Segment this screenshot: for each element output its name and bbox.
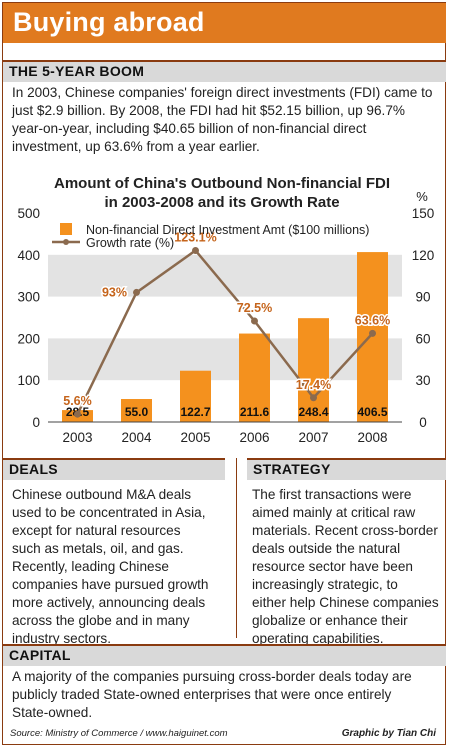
bar-value-label: 406.5 bbox=[357, 405, 387, 419]
legend-bar-swatch bbox=[60, 223, 72, 235]
strategy-heading-bar: STRATEGY bbox=[247, 458, 446, 480]
bar bbox=[357, 252, 388, 422]
bar bbox=[180, 370, 211, 422]
deals-heading-bar: DEALS bbox=[3, 458, 225, 480]
deals-line: across the globe and in many bbox=[12, 613, 190, 628]
column-divider bbox=[236, 458, 237, 638]
grid-band bbox=[48, 254, 402, 297]
right-tick-label: 120 bbox=[412, 248, 435, 263]
growth-point bbox=[251, 317, 258, 325]
right-tick-label: 150 bbox=[412, 206, 435, 221]
x-tick-label: 2008 bbox=[357, 430, 387, 445]
bar-value-label: 248.4 bbox=[298, 405, 328, 419]
right-tick-label: 0 bbox=[419, 415, 427, 430]
axes-group: 0 100 200 300 400 500 0 30 60 90 120 150 2003 2004 200… bbox=[17, 206, 434, 445]
legend-bar-label: Non-financial Direct Investment Amt ($10… bbox=[86, 223, 369, 237]
strategy-heading: STRATEGY bbox=[253, 461, 331, 477]
left-tick-label: 500 bbox=[17, 206, 40, 221]
capital-line: State-owned. bbox=[12, 705, 93, 720]
growth-line bbox=[76, 248, 374, 415]
deals-line: except for natural resources bbox=[12, 523, 181, 538]
left-tick-label: 300 bbox=[17, 290, 40, 305]
deals-line: such as metals, oil, and gas. bbox=[12, 541, 184, 556]
right-tick-label: 90 bbox=[415, 290, 430, 305]
growth-value-label: 17.4% bbox=[296, 378, 331, 392]
page-title: Buying abroad bbox=[13, 7, 205, 37]
deals-line: Chinese outbound M&A deals bbox=[12, 487, 192, 502]
growth-point bbox=[310, 394, 317, 402]
left-tick-label: 100 bbox=[17, 373, 40, 388]
bar-value-label: 211.6 bbox=[240, 405, 270, 419]
boom-text: In 2003, Chinese companies' foreign dire… bbox=[12, 84, 432, 156]
strategy-line: globalize or enhance their bbox=[252, 613, 408, 628]
capital-text: A majority of the companies pursuing cro… bbox=[12, 668, 412, 722]
infographic-frame bbox=[2, 2, 446, 745]
title-banner: Buying abroad bbox=[3, 3, 446, 43]
deals-line: Recently, leading Chinese bbox=[12, 559, 169, 574]
strategy-line: The first transactions were bbox=[252, 487, 412, 502]
boom-line: investment, up 63.6% from a year earlier… bbox=[12, 139, 260, 154]
chart-title-line-1: Amount of China's Outbound Non-financial… bbox=[54, 175, 390, 192]
right-tick-label: 30 bbox=[415, 373, 430, 388]
left-tick-label: 200 bbox=[17, 331, 40, 346]
strategy-text: The first transactions were aimed mainly… bbox=[252, 486, 439, 648]
bar-value-label: 122.7 bbox=[180, 405, 210, 419]
deals-line: industry sectors. bbox=[12, 631, 111, 646]
graphic-credit: Graphic by Tian Chi bbox=[341, 728, 436, 739]
deals-heading: DEALS bbox=[9, 461, 58, 477]
bar bbox=[239, 333, 270, 422]
chart-title-line-2: in 2003-2008 and its Growth Rate bbox=[104, 194, 339, 211]
bar-value-label: 55.0 bbox=[125, 405, 149, 419]
growth-point bbox=[133, 288, 140, 296]
capital-heading: CAPITAL bbox=[9, 647, 71, 663]
growth-point bbox=[369, 329, 376, 337]
grid-bands bbox=[48, 254, 402, 381]
deals-line: companies have pursued growth bbox=[12, 577, 209, 592]
chart-legend: Non-financial Direct Investment Amt ($10… bbox=[52, 223, 369, 250]
source-note: Source: Ministry of Commerce / www.haigu… bbox=[10, 728, 228, 739]
deals-line: used to be concentrated in Asia, bbox=[12, 505, 206, 520]
x-tick-label: 2006 bbox=[239, 430, 269, 445]
grid-band bbox=[48, 338, 402, 381]
strategy-line: operating capabilities. bbox=[252, 631, 384, 646]
growth-point bbox=[192, 246, 199, 254]
legend-line-marker bbox=[63, 239, 69, 245]
x-tick-label: 2007 bbox=[298, 430, 328, 445]
strategy-line: aimed mainly at critical raw bbox=[252, 505, 416, 520]
legend-line-label: Growth rate (%) bbox=[86, 236, 174, 250]
x-tick-label: 2005 bbox=[180, 430, 210, 445]
fdi-chart: Amount of China's Outbound Non-financial… bbox=[17, 175, 434, 445]
capital-line: A majority of the companies pursuing cro… bbox=[12, 669, 412, 684]
growth-value-label: 72.5% bbox=[237, 301, 272, 315]
bar bbox=[298, 318, 329, 422]
deals-line: more actively, announcing deals bbox=[12, 595, 206, 610]
right-tick-label: 60 bbox=[415, 331, 430, 346]
strategy-line: resource sector have been bbox=[252, 559, 413, 574]
left-tick-label: 400 bbox=[17, 248, 40, 263]
right-axis-unit: % bbox=[416, 189, 428, 204]
boom-line: year-on-year, including $40.65 billion o… bbox=[12, 121, 367, 136]
strategy-line: either help Chinese companies bbox=[252, 595, 439, 610]
growth-value-label: 93% bbox=[102, 285, 127, 299]
strategy-line: materials. Recent cross-border bbox=[252, 523, 438, 538]
growth-value-label: 63.6% bbox=[355, 313, 390, 327]
strategy-line: increasingly strategic, to bbox=[252, 577, 398, 592]
deals-text: Chinese outbound M&A deals used to be co… bbox=[12, 486, 208, 648]
growth-point bbox=[74, 410, 81, 418]
x-tick-label: 2003 bbox=[62, 430, 92, 445]
strategy-line: deals outside the natural bbox=[252, 541, 401, 556]
growth-value-label: 5.6% bbox=[63, 394, 92, 408]
growth-value-label: 123.1% bbox=[174, 230, 216, 244]
left-tick-label: 0 bbox=[32, 415, 40, 430]
boom-line: just $2.9 billion. By 2008, the FDI had … bbox=[12, 103, 405, 118]
boom-heading: THE 5-YEAR BOOM bbox=[9, 63, 145, 79]
capital-line: publicly traded State-owned enterprises … bbox=[12, 687, 392, 702]
capital-heading-bar: CAPITAL bbox=[3, 644, 446, 666]
x-tick-label: 2004 bbox=[121, 430, 152, 445]
growth-line-group: 5.6% 93% 123.1% 72.5% 17.4% 63.6% bbox=[62, 229, 392, 418]
bar bbox=[121, 399, 152, 422]
boom-heading-bar: THE 5-YEAR BOOM bbox=[3, 60, 446, 82]
boom-line: In 2003, Chinese companies' foreign dire… bbox=[12, 85, 433, 100]
